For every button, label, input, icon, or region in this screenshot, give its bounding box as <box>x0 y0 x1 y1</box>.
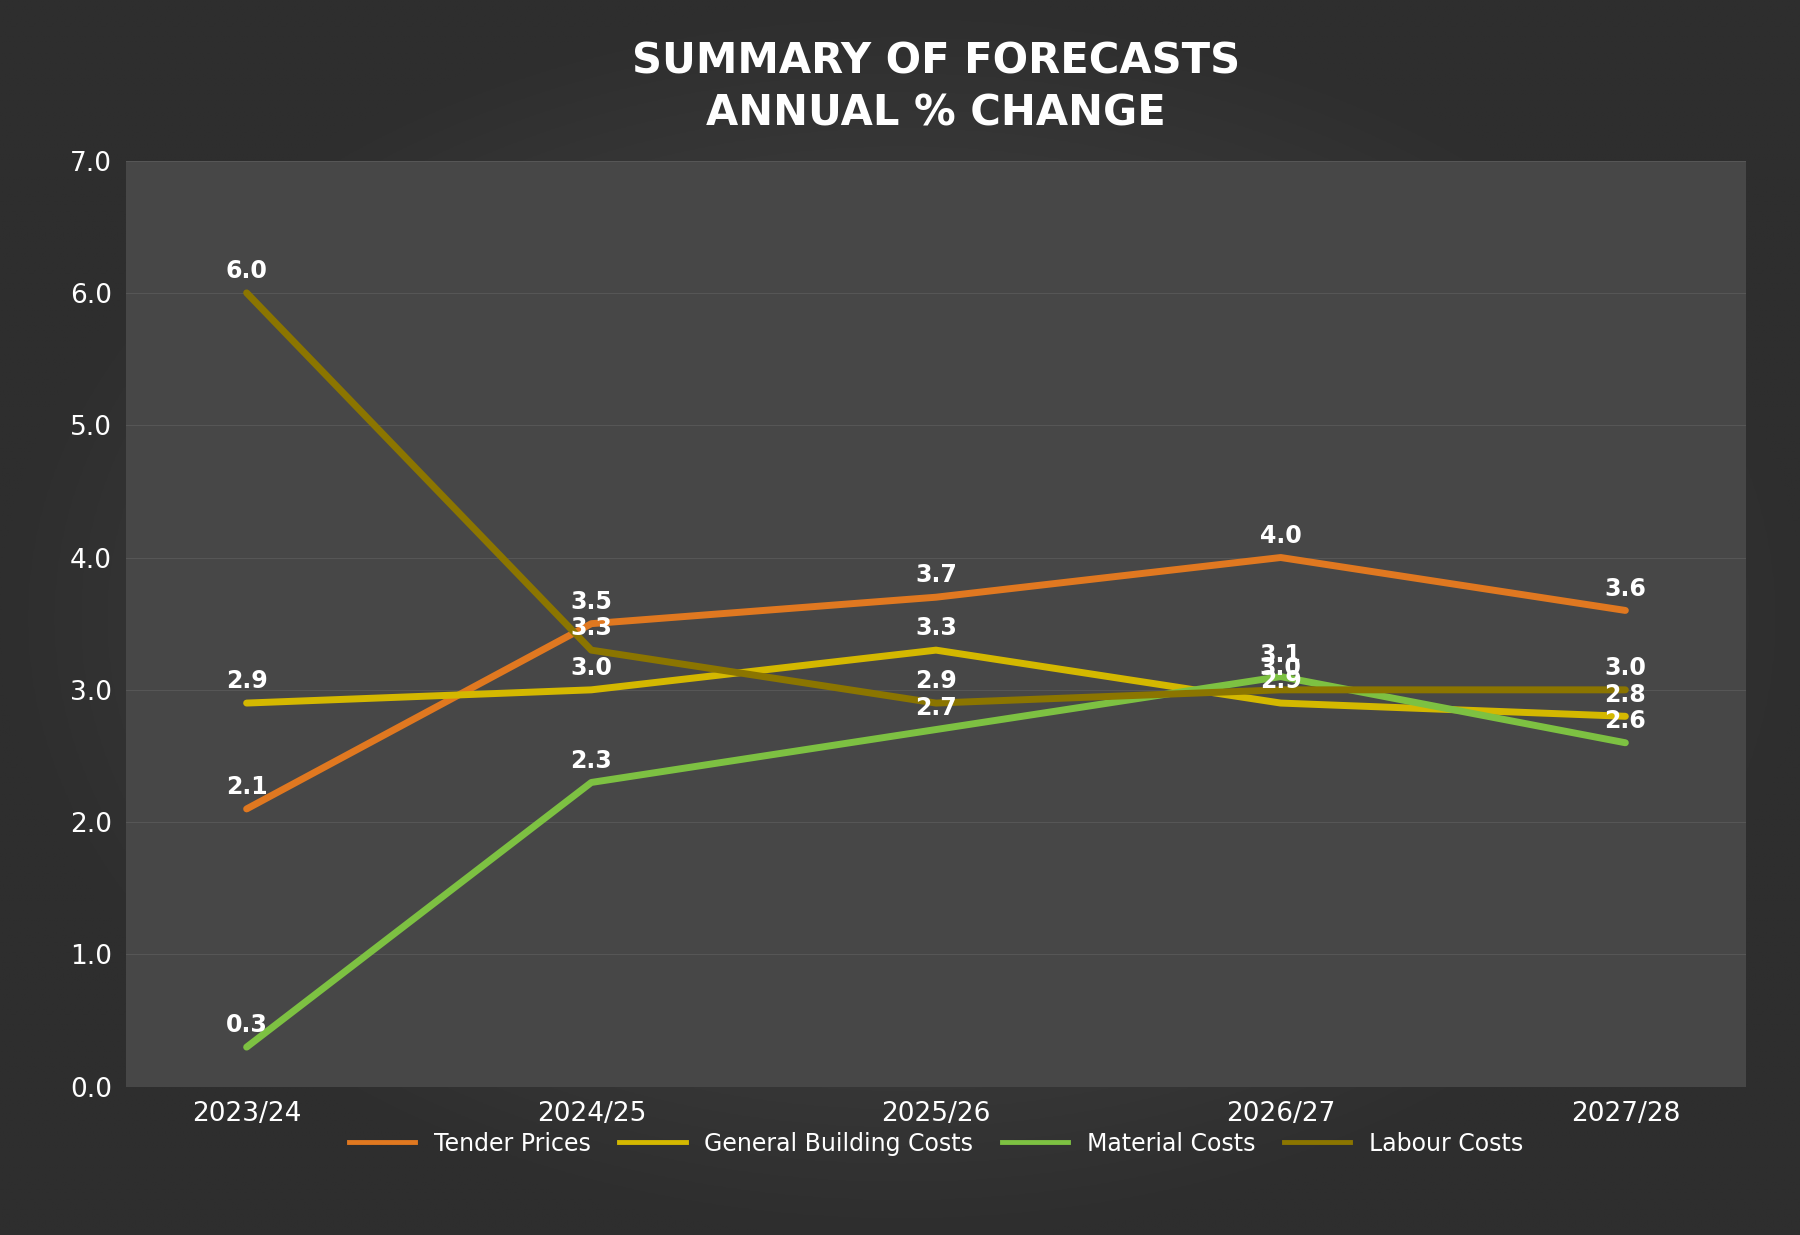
Text: 2.6: 2.6 <box>1604 709 1647 734</box>
Text: 3.0: 3.0 <box>1260 656 1301 680</box>
Text: 3.6: 3.6 <box>1604 577 1647 600</box>
Text: 2.3: 2.3 <box>571 748 612 773</box>
Text: 3.5: 3.5 <box>571 590 612 614</box>
Text: 3.1: 3.1 <box>1260 643 1301 667</box>
Text: 2.7: 2.7 <box>914 695 958 720</box>
Text: 6.0: 6.0 <box>225 259 268 283</box>
Text: 2.1: 2.1 <box>225 776 268 799</box>
Legend: Tender Prices, General Building Costs, Material Costs, Labour Costs: Tender Prices, General Building Costs, M… <box>337 1120 1535 1167</box>
Text: 3.0: 3.0 <box>571 656 612 680</box>
Title: SUMMARY OF FORECASTS
ANNUAL % CHANGE: SUMMARY OF FORECASTS ANNUAL % CHANGE <box>632 41 1240 135</box>
Text: 2.9: 2.9 <box>914 669 958 693</box>
Text: 0.3: 0.3 <box>225 1014 268 1037</box>
Text: 3.3: 3.3 <box>914 616 958 641</box>
Text: 3.7: 3.7 <box>914 563 958 588</box>
Text: 2.8: 2.8 <box>1604 683 1647 706</box>
Text: 2.9: 2.9 <box>225 669 268 693</box>
Text: 3.0: 3.0 <box>1604 656 1647 680</box>
Text: 2.9: 2.9 <box>1260 669 1301 693</box>
Text: 4.0: 4.0 <box>1260 524 1301 548</box>
Text: 3.3: 3.3 <box>571 616 612 641</box>
